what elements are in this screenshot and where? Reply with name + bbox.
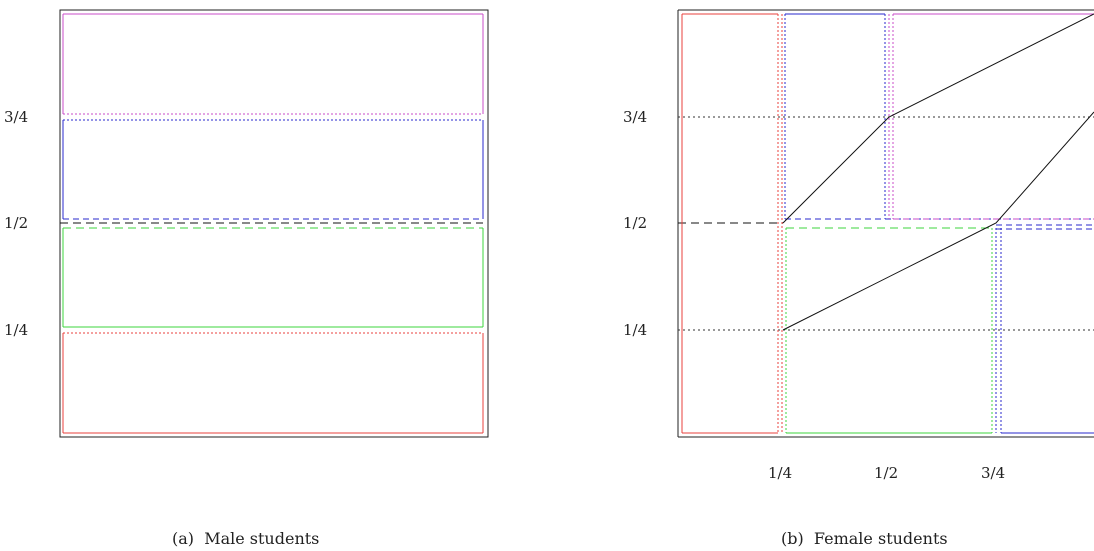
female-block-green bbox=[785, 227, 993, 434]
female-block-blue-lower bbox=[995, 224, 1094, 434]
female-block-blue-upper bbox=[784, 13, 1094, 220]
female-curve-lower bbox=[782, 111, 1094, 331]
female-xtick-1-2: 1/2 bbox=[874, 464, 898, 482]
female-block-red bbox=[681, 13, 783, 434]
female-ytick-1-4: 1/4 bbox=[623, 321, 647, 339]
female-block-magenta bbox=[888, 13, 1094, 220]
male-ytick-3-4: 3/4 bbox=[4, 108, 28, 126]
female-guides bbox=[678, 116, 1094, 331]
caption-male: (a) Male students bbox=[172, 529, 319, 548]
female-xtick-3-4: 3/4 bbox=[981, 464, 1005, 482]
caption-female: (b) Female students bbox=[781, 529, 948, 548]
male-band-blue bbox=[62, 119, 484, 220]
female-ytick-1-2: 1/2 bbox=[623, 214, 647, 232]
male-band-red bbox=[62, 332, 484, 434]
female-xtick-1-4: 1/4 bbox=[768, 464, 792, 482]
panel-female: 3/4 1/2 1/4 1/4 1/2 3/4 (b) Female stude… bbox=[623, 9, 1094, 548]
panel-male: 3/4 1/2 1/4 (a) Male students bbox=[4, 9, 489, 548]
male-ytick-1-2: 1/2 bbox=[4, 214, 28, 232]
male-ytick-1-4: 1/4 bbox=[4, 321, 28, 339]
female-ytick-3-4: 3/4 bbox=[623, 108, 647, 126]
male-band-magenta bbox=[62, 13, 484, 115]
male-band-green bbox=[62, 227, 484, 328]
female-curve-upper bbox=[782, 13, 1094, 224]
